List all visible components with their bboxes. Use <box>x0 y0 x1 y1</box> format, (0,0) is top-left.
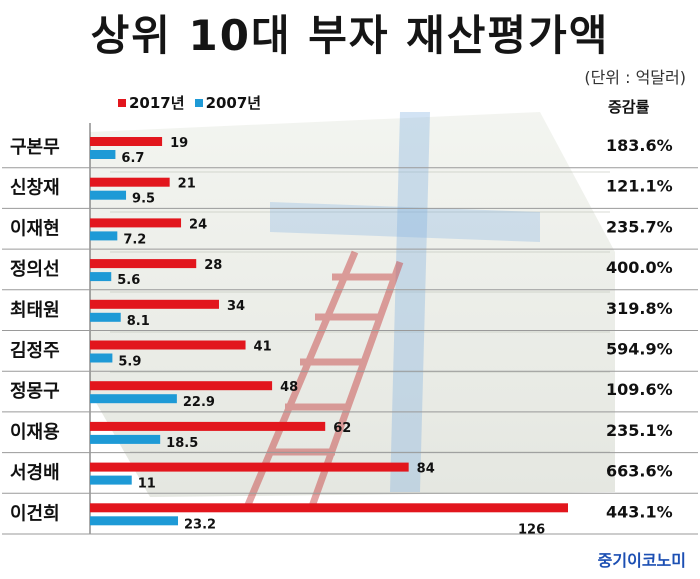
category-label: 신창재 <box>10 178 60 199</box>
bar-2017 <box>90 462 409 472</box>
value-label-2017: 21 <box>178 177 196 192</box>
value-label-2017: 24 <box>189 217 207 232</box>
change-rate-value: 319.8% <box>606 299 673 318</box>
legend-swatch-2017 <box>118 98 126 107</box>
bar-2017 <box>90 421 326 431</box>
change-rate-value: 443.1% <box>606 502 673 521</box>
change-rate-value: 121.1% <box>606 177 673 196</box>
bar-2007 <box>90 272 112 282</box>
change-rate-value: 663.6% <box>606 462 673 481</box>
value-label-2017: 126 <box>518 522 545 537</box>
category-label: 정의선 <box>10 259 60 280</box>
value-label-2017: 19 <box>170 136 188 151</box>
category-label: 이재현 <box>10 218 60 239</box>
change-rate-value: 235.7% <box>606 217 673 236</box>
unit-label: (단위 : 억달러) <box>584 68 686 87</box>
legend-item-2017: 2017년 <box>118 92 185 113</box>
value-label-2007: 8.1 <box>127 314 150 329</box>
bar-2017 <box>90 218 182 228</box>
legend-label-2017: 2017년 <box>129 94 185 112</box>
category-label: 최태원 <box>10 300 60 321</box>
value-label-2007: 23.2 <box>184 517 216 532</box>
bar-2017 <box>90 137 163 146</box>
change-rate-header: 증감률 <box>608 98 650 116</box>
bar-2007 <box>90 516 179 526</box>
bar-2007 <box>90 353 113 363</box>
value-label-2007: 6.7 <box>121 151 144 166</box>
bar-2007 <box>90 231 118 241</box>
value-label-2017: 41 <box>254 340 272 355</box>
category-label: 정몽구 <box>10 381 60 402</box>
bar-2007 <box>90 434 161 444</box>
value-label-2017: 48 <box>280 380 298 395</box>
bar-2007 <box>90 394 177 404</box>
chart-title: 상위 10대 부자 재산평가액 <box>90 11 610 60</box>
value-label-2007: 9.5 <box>132 192 155 207</box>
category-label: 이재용 <box>10 422 60 443</box>
value-label-2007: 11 <box>138 477 156 492</box>
legend-label-2007: 2007년 <box>205 94 262 112</box>
category-label: 구본무 <box>10 137 60 158</box>
value-label-2007: 22.9 <box>183 395 215 410</box>
category-label: 서경배 <box>10 463 60 484</box>
change-rate-value: 109.6% <box>606 380 673 399</box>
bar-2007 <box>90 475 132 485</box>
bar-2007 <box>90 312 121 322</box>
value-label-2007: 18.5 <box>166 436 198 451</box>
value-label-2007: 7.2 <box>123 232 146 247</box>
change-rate-value: 235.1% <box>606 421 673 440</box>
legend-swatch-2007 <box>194 98 203 107</box>
bar-2007 <box>90 150 116 159</box>
legend: 2017년 2007년 <box>118 92 261 113</box>
bar-2017 <box>90 259 197 269</box>
bar-2017 <box>90 381 273 391</box>
category-label: 이건희 <box>10 503 60 524</box>
change-rate-value: 594.9% <box>606 340 673 359</box>
value-label-2017: 28 <box>204 258 222 273</box>
bar-2017 <box>90 299 219 309</box>
publisher-logo: 중기이코노미 <box>597 551 686 570</box>
value-label-2007: 5.9 <box>118 355 141 370</box>
legend-item-2007: 2007년 <box>194 92 262 113</box>
bar-2017 <box>90 503 568 513</box>
change-rate-value: 183.6% <box>606 136 673 155</box>
bar-2017 <box>90 340 246 350</box>
value-label-2007: 5.6 <box>117 273 140 288</box>
value-label-2017: 34 <box>227 299 245 314</box>
change-rate-value: 400.0% <box>606 258 673 277</box>
value-label-2017: 62 <box>333 421 351 436</box>
bar-2017 <box>90 177 170 187</box>
bar-2007 <box>90 190 127 200</box>
value-label-2017: 84 <box>417 462 435 477</box>
category-label: 김정주 <box>10 341 60 362</box>
